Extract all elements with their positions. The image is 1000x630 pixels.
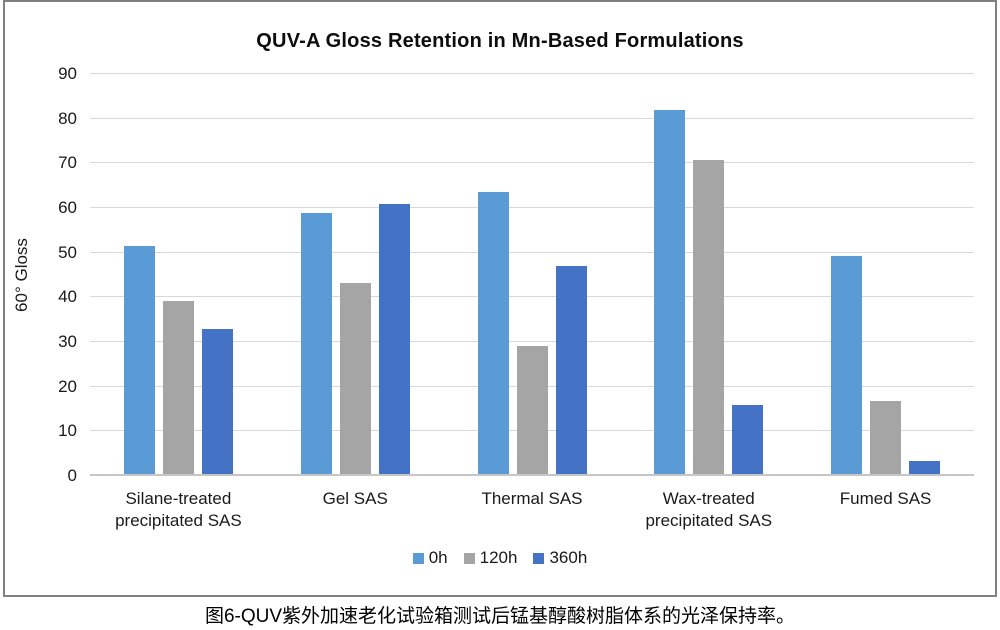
x-axis-line (90, 474, 974, 476)
chart-frame: QUV-A Gloss Retention in Mn-Based Formul… (3, 0, 997, 597)
bar-120h-category-1 (162, 300, 194, 474)
legend-label: 360h (549, 548, 588, 567)
legend-swatch-icon (463, 552, 475, 564)
legend-item-120h: 120h (463, 548, 518, 568)
y-tick-label-50: 50 (58, 242, 77, 262)
gridline-80 (90, 117, 974, 119)
y-tick-label-30: 30 (58, 332, 77, 351)
bar-360h-category-2 (378, 204, 410, 474)
bar-360h-category-1 (201, 329, 233, 474)
bar-0h-category-1 (123, 246, 155, 474)
y-tick-label-60: 60 (58, 198, 77, 217)
y-tick-label-70: 70 (58, 153, 77, 173)
y-tick-label-0: 0 (67, 466, 77, 485)
gridline-40 (90, 296, 974, 298)
gridline-90 (90, 73, 974, 74)
chart-title: QUV-A Gloss Retention in Mn-Based Formul… (256, 30, 744, 52)
x-category-label-2: Gel SAS (322, 489, 388, 508)
x-category-label-1: Silane-treated precipitated SAS (115, 489, 242, 530)
gridline-70 (90, 162, 974, 164)
bar-120h-category-4 (693, 160, 725, 474)
legend: 0h 120h 360h (5, 548, 995, 568)
bar-360h-category-4 (732, 405, 764, 474)
legend-label: 120h (479, 548, 518, 567)
bar-0h-category-2 (300, 212, 332, 474)
legend-label: 0h (428, 548, 448, 567)
y-tick-label-90: 90 (58, 64, 77, 83)
x-category-label-5: Fumed SAS (839, 489, 932, 508)
bar-360h-category-3 (555, 266, 587, 474)
gridline-50 (90, 251, 974, 253)
bar-120h-category-2 (339, 283, 371, 474)
figure-caption: 图6-QUV紫外加速老化试验箱测试后锰基醇酸树脂体系的光泽保持率。 (204, 606, 796, 627)
bar-120h-category-5 (870, 400, 902, 474)
y-tick-label-40: 40 (58, 287, 77, 307)
gridline-60 (90, 207, 974, 208)
bar-0h-category-5 (831, 255, 863, 474)
y-tick-label-20: 20 (58, 376, 77, 396)
legend-swatch-icon (533, 552, 545, 564)
legend-item-360h: 360h (533, 548, 587, 568)
plot-area (90, 73, 974, 476)
y-axis-title: 60° Gloss (12, 238, 31, 312)
gridline-30 (90, 341, 974, 342)
legend-item-0h: 0h (412, 548, 448, 568)
y-tick-label-10: 10 (58, 421, 77, 441)
y-tick-label-80: 80 (58, 108, 77, 128)
x-category-label-3: Thermal SAS (481, 489, 583, 508)
legend-swatch-icon (412, 552, 424, 564)
bar-120h-category-3 (516, 346, 548, 474)
x-category-label-4: Wax-treated precipitated SAS (645, 489, 773, 530)
bar-0h-category-3 (477, 191, 509, 474)
bar-360h-category-5 (909, 460, 941, 474)
bar-0h-category-4 (654, 110, 686, 474)
